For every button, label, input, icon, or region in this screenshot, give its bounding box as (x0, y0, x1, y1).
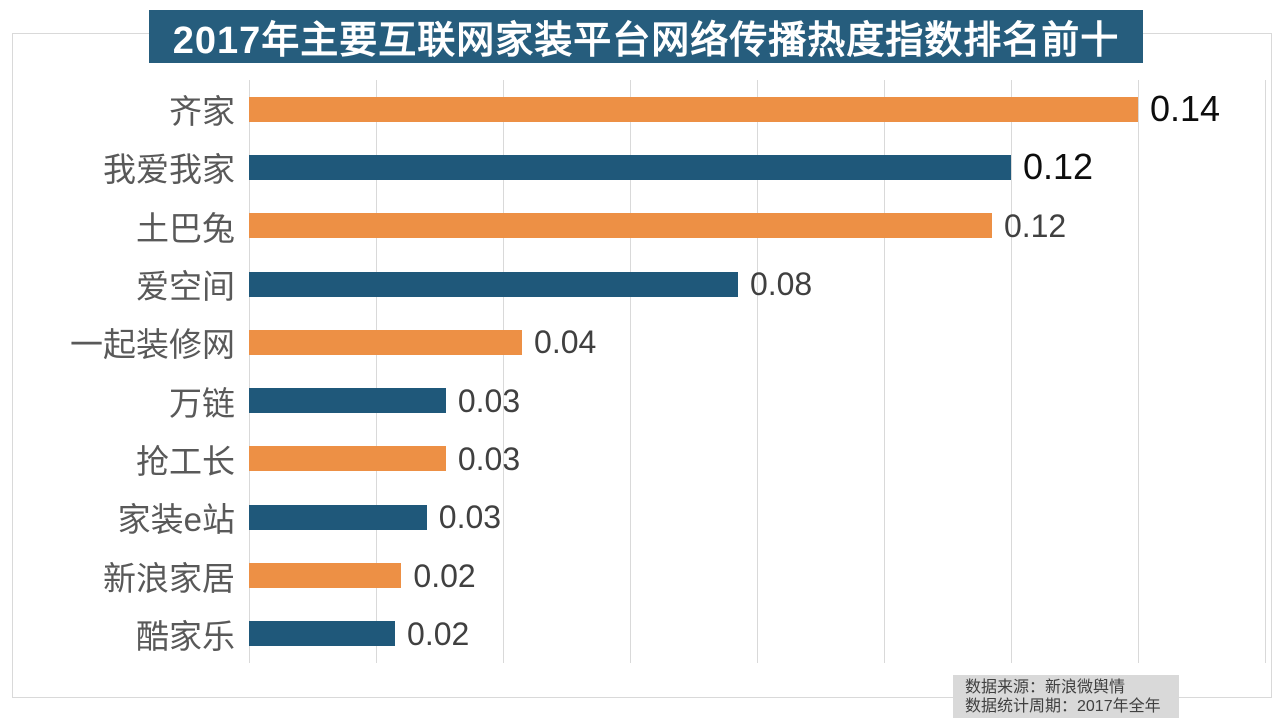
source-note: 数据来源：新浪微舆情 数据统计周期：2017年全年 (953, 675, 1179, 718)
category-label: 抢工长 (136, 442, 235, 480)
value-label: 0.14 (1150, 88, 1221, 130)
category-label: 一起装修网 (70, 326, 235, 364)
value-label: 0.12 (1023, 146, 1094, 188)
category-label: 万链 (169, 384, 235, 422)
bar-track: 0.08 (249, 268, 1265, 300)
value-label: 0.12 (1003, 207, 1067, 244)
category-label: 新浪家居 (103, 559, 235, 597)
gridline (376, 80, 377, 663)
bar-track: 0.03 (249, 443, 1265, 475)
value-label: 0.04 (534, 324, 597, 361)
bar-rows: 齐家 0.14 我爱我家 0.12 土巴兔 0.12 爱空间 0.08 一起装修网 0.04 万链 0… (20, 80, 1265, 663)
bar (249, 96, 1138, 122)
value-label: 0.08 (749, 266, 813, 303)
gridline (249, 80, 250, 663)
chart-row: 齐家 0.14 (20, 80, 1265, 138)
chart-title-banner: 2017年主要互联网家装平台网络传播热度指数排名前十 (149, 10, 1143, 63)
chart-row: 爱空间 0.08 (20, 255, 1265, 313)
value-label: 0.02 (407, 615, 470, 652)
value-label: 0.03 (438, 499, 502, 536)
chart-row: 家装e站 0.03 (20, 488, 1265, 546)
data-source-text: 数据来源：新浪微舆情 (965, 679, 1126, 696)
bar-track: 0.02 (249, 618, 1265, 650)
chart-row: 新浪家居 0.02 (20, 546, 1265, 604)
gridline (630, 80, 631, 663)
category-label: 酷家乐 (136, 617, 235, 655)
data-period-text: 数据统计周期：2017年全年 (965, 698, 1161, 715)
chart-row: 我爱我家 0.12 (20, 138, 1265, 196)
bar-track: 0.12 (249, 149, 1265, 185)
gridline (884, 80, 885, 663)
gridline (1265, 80, 1266, 663)
gridline (1011, 80, 1012, 663)
category-label: 土巴兔 (136, 209, 235, 247)
bar (249, 213, 992, 239)
bar (249, 446, 446, 472)
gridline (1138, 80, 1139, 663)
bar-track: 0.14 (249, 91, 1265, 127)
value-label: 0.03 (457, 440, 521, 477)
bar-track: 0.04 (249, 326, 1265, 358)
bar-track: 0.03 (249, 385, 1265, 417)
bar (249, 621, 396, 647)
chart-row: 土巴兔 0.12 (20, 197, 1265, 255)
bar (249, 563, 402, 589)
chart-row: 万链 0.03 (20, 371, 1265, 429)
chart-row: 酷家乐 0.02 (20, 605, 1265, 663)
plot-area (249, 80, 1266, 663)
bar-track: 0.12 (249, 210, 1265, 242)
bar (249, 329, 523, 355)
bar (249, 271, 738, 297)
chart-row: 抢工长 0.03 (20, 430, 1265, 488)
gridline (503, 80, 504, 663)
chart-row: 一起装修网 0.04 (20, 313, 1265, 371)
category-label: 爱空间 (136, 268, 235, 306)
value-label: 0.03 (457, 382, 521, 419)
value-label: 0.02 (413, 557, 476, 594)
category-label: 我爱我家 (103, 151, 235, 189)
bar (249, 504, 427, 530)
bar-track: 0.02 (249, 560, 1265, 592)
chart-title: 2017年主要互联网家装平台网络传播热度指数排名前十 (172, 20, 1120, 62)
chart-panel (12, 33, 1272, 698)
gridline (757, 80, 758, 663)
bar (249, 388, 446, 414)
category-label: 家装e站 (117, 501, 235, 539)
bar-track: 0.03 (249, 501, 1265, 533)
bar (249, 154, 1011, 180)
category-label: 齐家 (169, 93, 235, 131)
